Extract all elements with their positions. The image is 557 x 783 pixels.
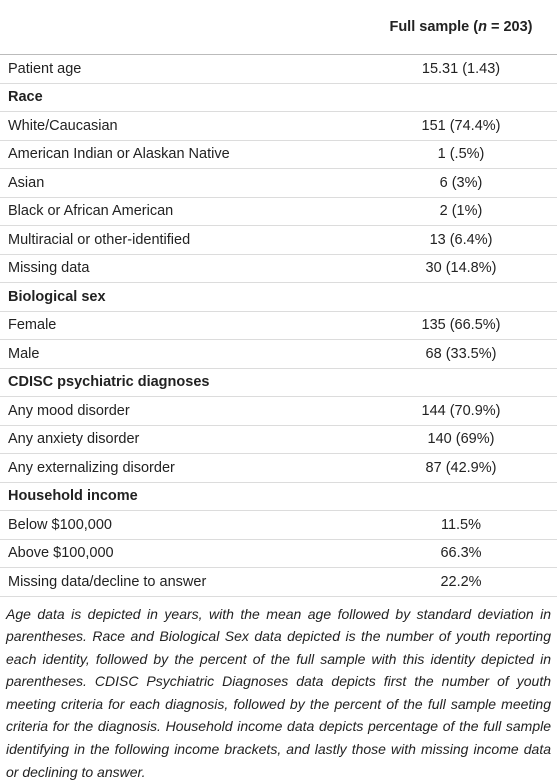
- row-value: 1 (.5%): [365, 140, 557, 169]
- row-value: 140 (69%): [365, 425, 557, 454]
- row-label: Multiracial or other-identified: [0, 226, 365, 255]
- header-text: = 203): [487, 19, 533, 35]
- section-row: Race: [0, 83, 557, 112]
- row-label: Missing data/decline to answer: [0, 568, 365, 597]
- row-label: Any anxiety disorder: [0, 425, 365, 454]
- section-row: Biological sex: [0, 283, 557, 312]
- row-label: Biological sex: [0, 283, 365, 312]
- section-row: CDISC psychiatric diagnoses: [0, 368, 557, 397]
- row-label: Any mood disorder: [0, 397, 365, 426]
- row-value: 13 (6.4%): [365, 226, 557, 255]
- row-value: 6 (3%): [365, 169, 557, 198]
- row-label: Patient age: [0, 55, 365, 84]
- footnote: Age data is depicted in years, with the …: [6, 603, 551, 783]
- header-cell: Full sample (n = 203): [365, 0, 557, 55]
- empty-cell: [365, 368, 557, 397]
- row-value: 15.31 (1.43): [365, 55, 557, 84]
- row-label: CDISC psychiatric diagnoses: [0, 368, 365, 397]
- empty-cell: [365, 83, 557, 112]
- header-blank: [0, 0, 365, 55]
- row-label: Above $100,000: [0, 539, 365, 568]
- empty-cell: [365, 482, 557, 511]
- header-row: Full sample (n = 203): [0, 0, 557, 55]
- row-label: Female: [0, 311, 365, 340]
- row-label: Any externalizing disorder: [0, 454, 365, 483]
- section-row: Household income: [0, 482, 557, 511]
- empty-cell: [365, 283, 557, 312]
- row-label: Asian: [0, 169, 365, 198]
- row-value: 144 (70.9%): [365, 397, 557, 426]
- row-value: 151 (74.4%): [365, 112, 557, 141]
- row-label: Race: [0, 83, 365, 112]
- row-value: 66.3%: [365, 539, 557, 568]
- row-value: 87 (42.9%): [365, 454, 557, 483]
- header-text: Full sample (: [389, 19, 478, 35]
- row-label: Missing data: [0, 254, 365, 283]
- row-value: 68 (33.5%): [365, 340, 557, 369]
- row-label: Black or African American: [0, 197, 365, 226]
- row-value: 30 (14.8%): [365, 254, 557, 283]
- row-value: 22.2%: [365, 568, 557, 597]
- row-value: 2 (1%): [365, 197, 557, 226]
- row-label: American Indian or Alaskan Native: [0, 140, 365, 169]
- header-italic: n: [478, 19, 487, 35]
- row-value: 135 (66.5%): [365, 311, 557, 340]
- row-value: 11.5%: [365, 511, 557, 540]
- row-label: Male: [0, 340, 365, 369]
- row-label: Household income: [0, 482, 365, 511]
- row-label: White/Caucasian: [0, 112, 365, 141]
- row-label: Below $100,000: [0, 511, 365, 540]
